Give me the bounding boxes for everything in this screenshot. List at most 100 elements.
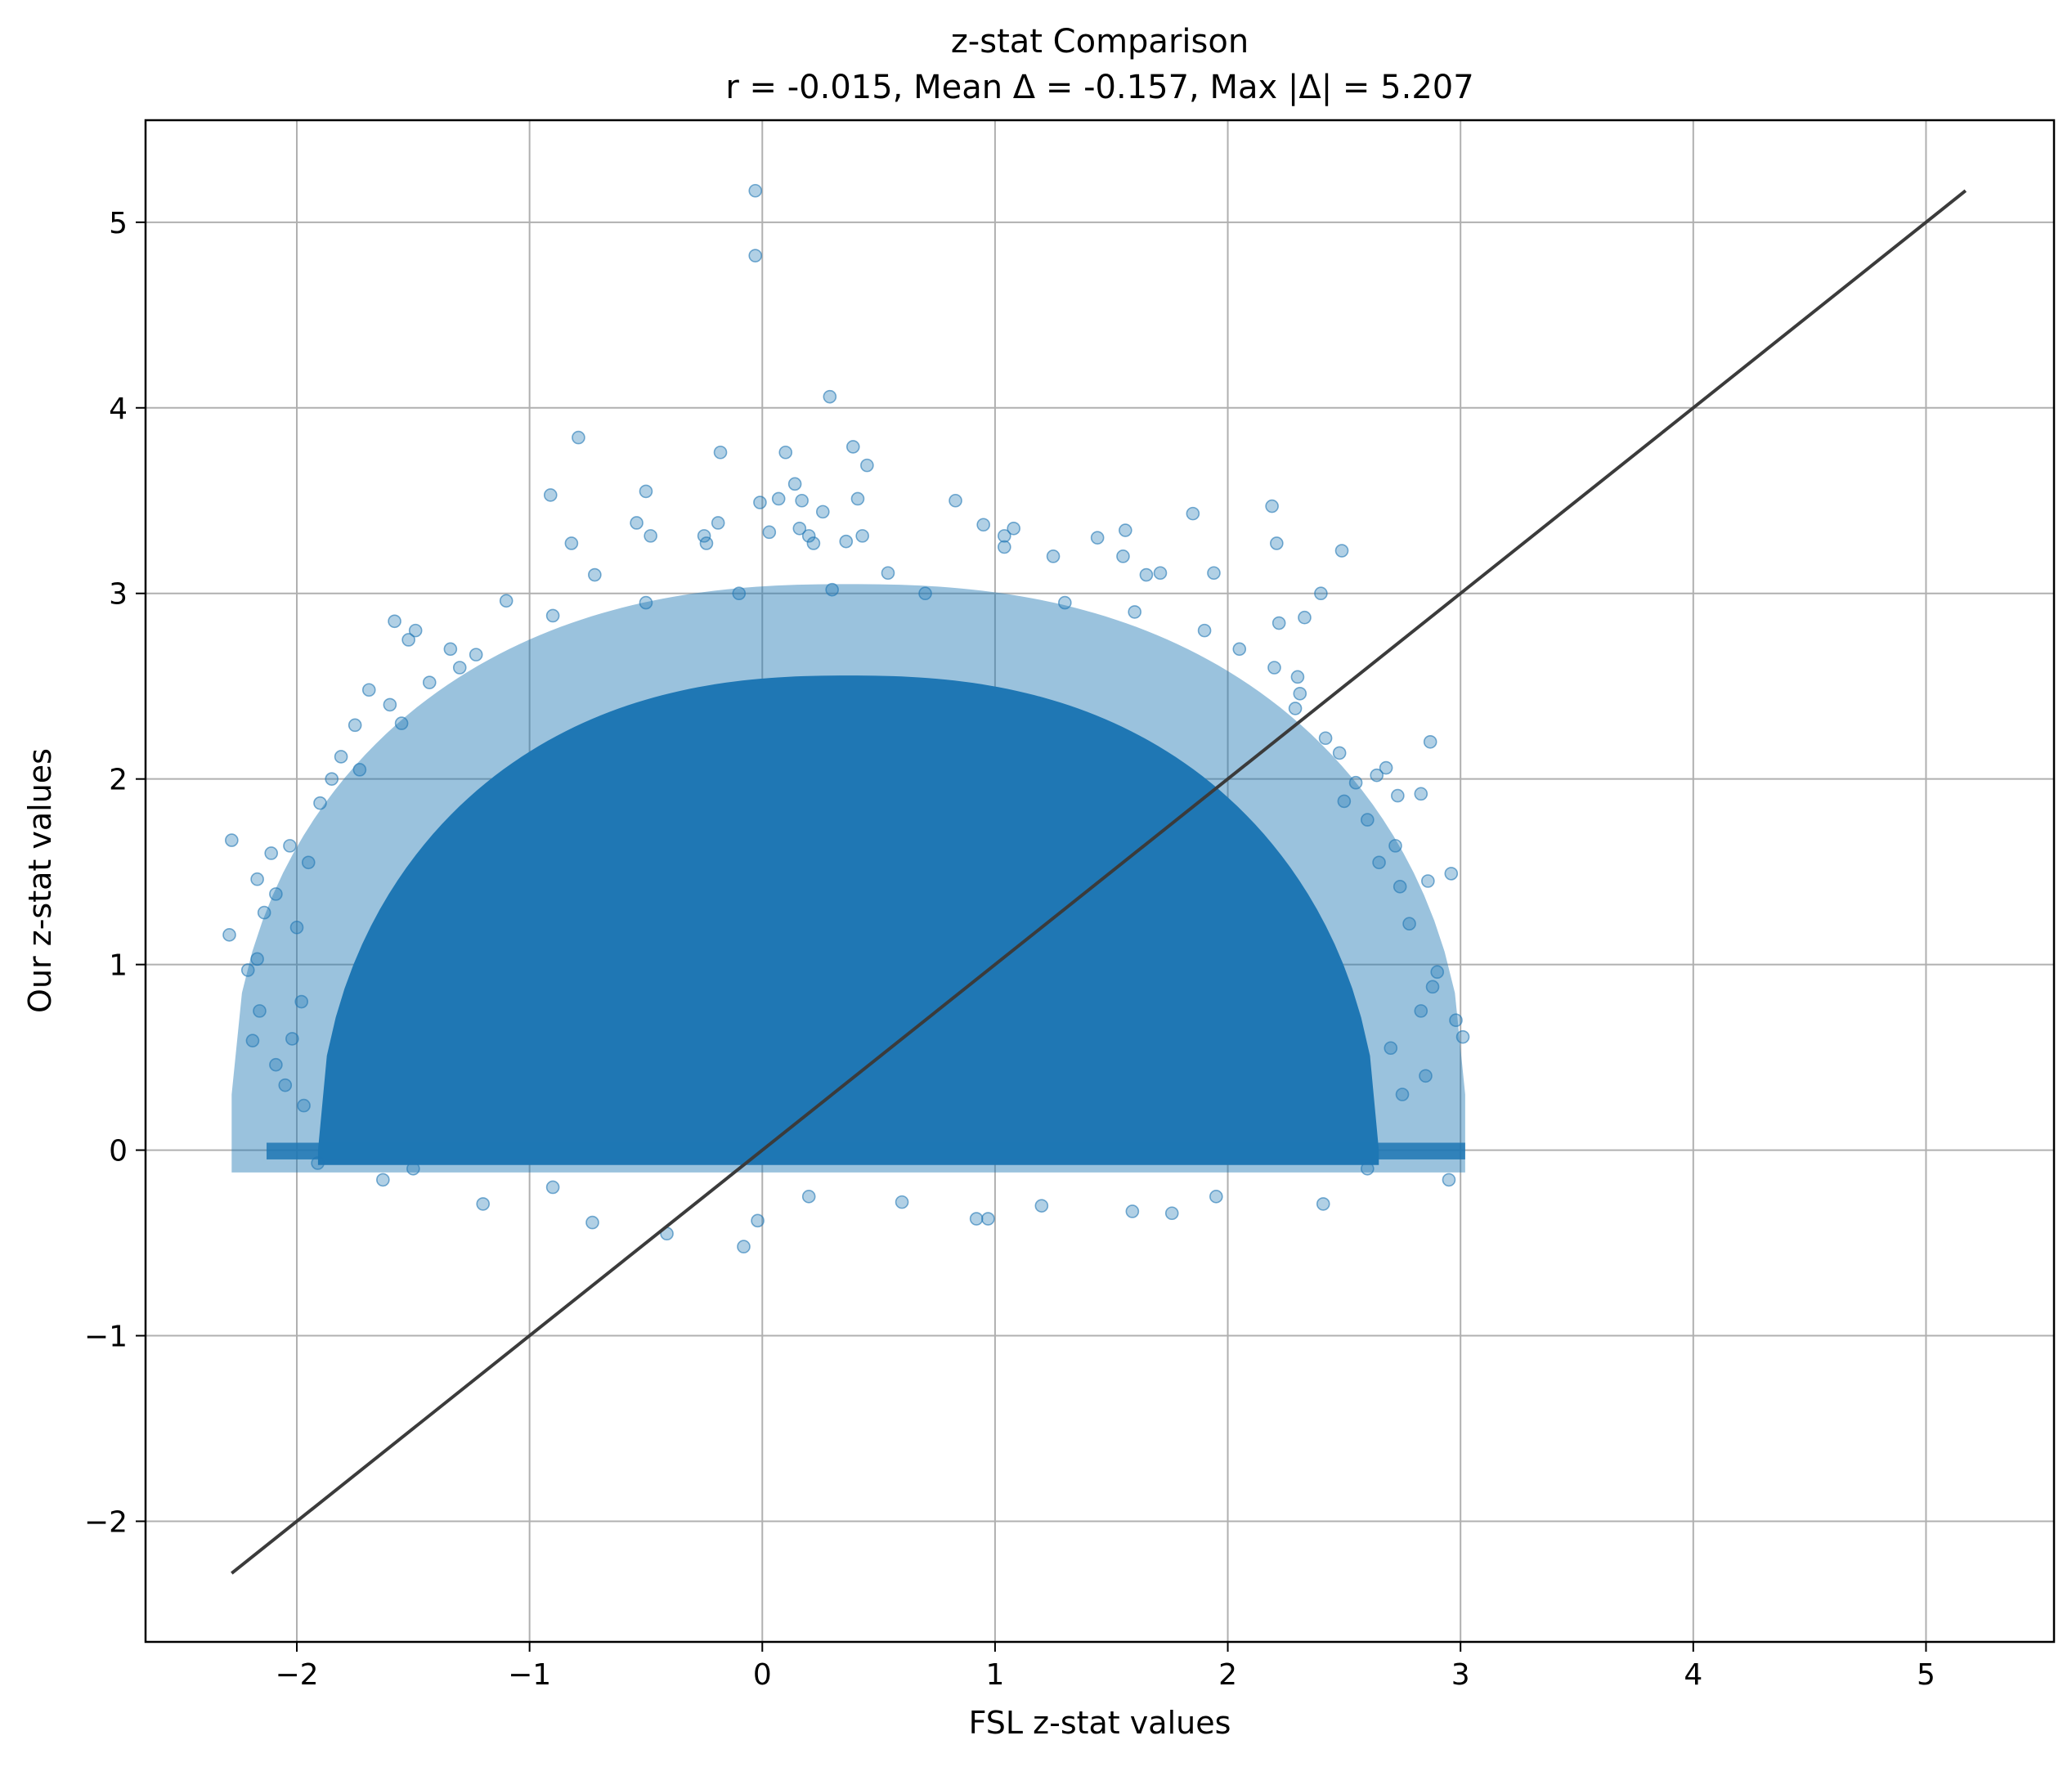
scatter-point — [297, 1098, 311, 1113]
x-tick-label: −1 — [508, 1658, 551, 1692]
scatter-point — [1391, 788, 1405, 803]
scatter-point — [1419, 1069, 1433, 1083]
scatter-point — [1265, 499, 1279, 514]
scatter-point — [792, 521, 807, 536]
scatter-point — [1128, 605, 1141, 619]
scatter-point — [795, 493, 809, 508]
scatter-point — [1271, 616, 1286, 630]
scatter-point — [969, 1212, 984, 1226]
scatter-point — [860, 458, 874, 473]
y-tick-label: 3 — [109, 578, 128, 612]
chart-subtitle: r = -0.015, Mean Δ = -0.157, Max |Δ| = 5… — [725, 69, 1473, 106]
scatter-point — [1186, 506, 1200, 521]
identity-line-path — [231, 189, 1967, 1575]
scatter-point — [1153, 566, 1168, 581]
scatter-point — [748, 249, 763, 262]
scatter-point — [895, 1195, 909, 1209]
scatter-point — [394, 716, 409, 730]
x-tick-label: 4 — [1684, 1658, 1702, 1692]
scatter-point — [751, 1213, 765, 1228]
scatter-point — [1090, 531, 1105, 545]
scatter-point — [422, 675, 437, 689]
scatter-point — [1425, 980, 1440, 994]
scatter-point — [711, 516, 725, 530]
scatter-point — [1402, 917, 1416, 931]
scatter-point — [301, 855, 316, 870]
scatter-point — [1384, 1041, 1398, 1056]
scatter-point — [1334, 544, 1349, 558]
y-tick-label: 0 — [109, 1135, 128, 1168]
scatter-point — [572, 430, 585, 445]
scatter-point — [699, 536, 714, 550]
scatter-point — [294, 994, 309, 1009]
scatter-point — [1125, 1204, 1140, 1218]
scatter-point — [352, 763, 367, 777]
dense-cloud-core — [317, 675, 1379, 1165]
scatter-point — [1442, 1173, 1456, 1187]
x-tick-label: 0 — [753, 1658, 772, 1692]
scatter-point — [1139, 567, 1154, 582]
plot-frame — [144, 119, 2056, 1644]
y-tick-label: −2 — [84, 1505, 128, 1539]
scatter-point — [762, 525, 777, 540]
scatter-point — [225, 833, 239, 847]
scatter-point — [564, 536, 579, 550]
scatter-point — [222, 928, 236, 942]
scatter-point — [1116, 549, 1130, 563]
scatter-point — [1332, 746, 1347, 760]
scatter-point — [1267, 661, 1281, 675]
scatter-point — [1293, 686, 1307, 701]
y-tick-label: 1 — [109, 949, 128, 983]
scatter-point — [289, 920, 304, 935]
scatter-point — [545, 1180, 560, 1195]
scatter-point — [250, 872, 264, 886]
scatter-point — [1318, 731, 1333, 746]
scatter-point — [269, 1057, 283, 1072]
scatter-point — [406, 1161, 420, 1176]
scatter-point — [499, 594, 514, 608]
x-tick-label: 2 — [1218, 1658, 1237, 1692]
scatter-point — [1232, 642, 1247, 657]
scatter-point — [787, 477, 802, 491]
scatter-point — [245, 1034, 260, 1047]
scatter-point — [383, 697, 397, 712]
scatter-point — [998, 540, 1011, 554]
scatter-point — [1288, 702, 1303, 715]
scatter-point — [545, 608, 560, 623]
scatter-point — [311, 1156, 325, 1170]
scatter-point — [1298, 610, 1312, 625]
scatter-point — [469, 648, 483, 662]
scatter-point — [1164, 1206, 1179, 1221]
scatter-point — [998, 529, 1011, 543]
scatter-point — [801, 1190, 816, 1204]
scatter-point — [283, 839, 297, 853]
scatter-point — [1430, 965, 1445, 980]
scatter-point — [1393, 880, 1407, 894]
scatter-point — [1316, 1197, 1330, 1211]
scatter-point — [801, 529, 816, 543]
scatter-point — [839, 534, 854, 549]
scatter-point — [240, 963, 255, 977]
scatter-point — [1007, 521, 1020, 536]
scatter-point — [1314, 586, 1328, 601]
y-axis-label: Our z-stat values — [22, 748, 58, 1013]
scatter-point — [1348, 775, 1363, 790]
scatter-point — [1209, 1190, 1223, 1204]
x-axis-ticks: −2 −1 0 1 2 3 4 5 — [275, 1642, 1935, 1692]
scatter-point — [1270, 536, 1284, 550]
scatter-point — [1421, 874, 1435, 888]
scatter-point — [644, 529, 657, 543]
scatter-point — [1058, 595, 1072, 610]
scatter-point — [823, 389, 837, 404]
scatter-point — [815, 505, 830, 519]
scatter-point — [1197, 623, 1212, 638]
dense-cloud-zero-band — [267, 1142, 1465, 1159]
scatter-point — [313, 796, 327, 810]
scatter-point — [543, 488, 558, 502]
x-tick-label: 1 — [985, 1658, 1004, 1692]
scatter-point — [1388, 839, 1402, 853]
dense-point-cloud — [231, 584, 1465, 1173]
x-axis-label: FSL z-stat values — [969, 1705, 1231, 1741]
